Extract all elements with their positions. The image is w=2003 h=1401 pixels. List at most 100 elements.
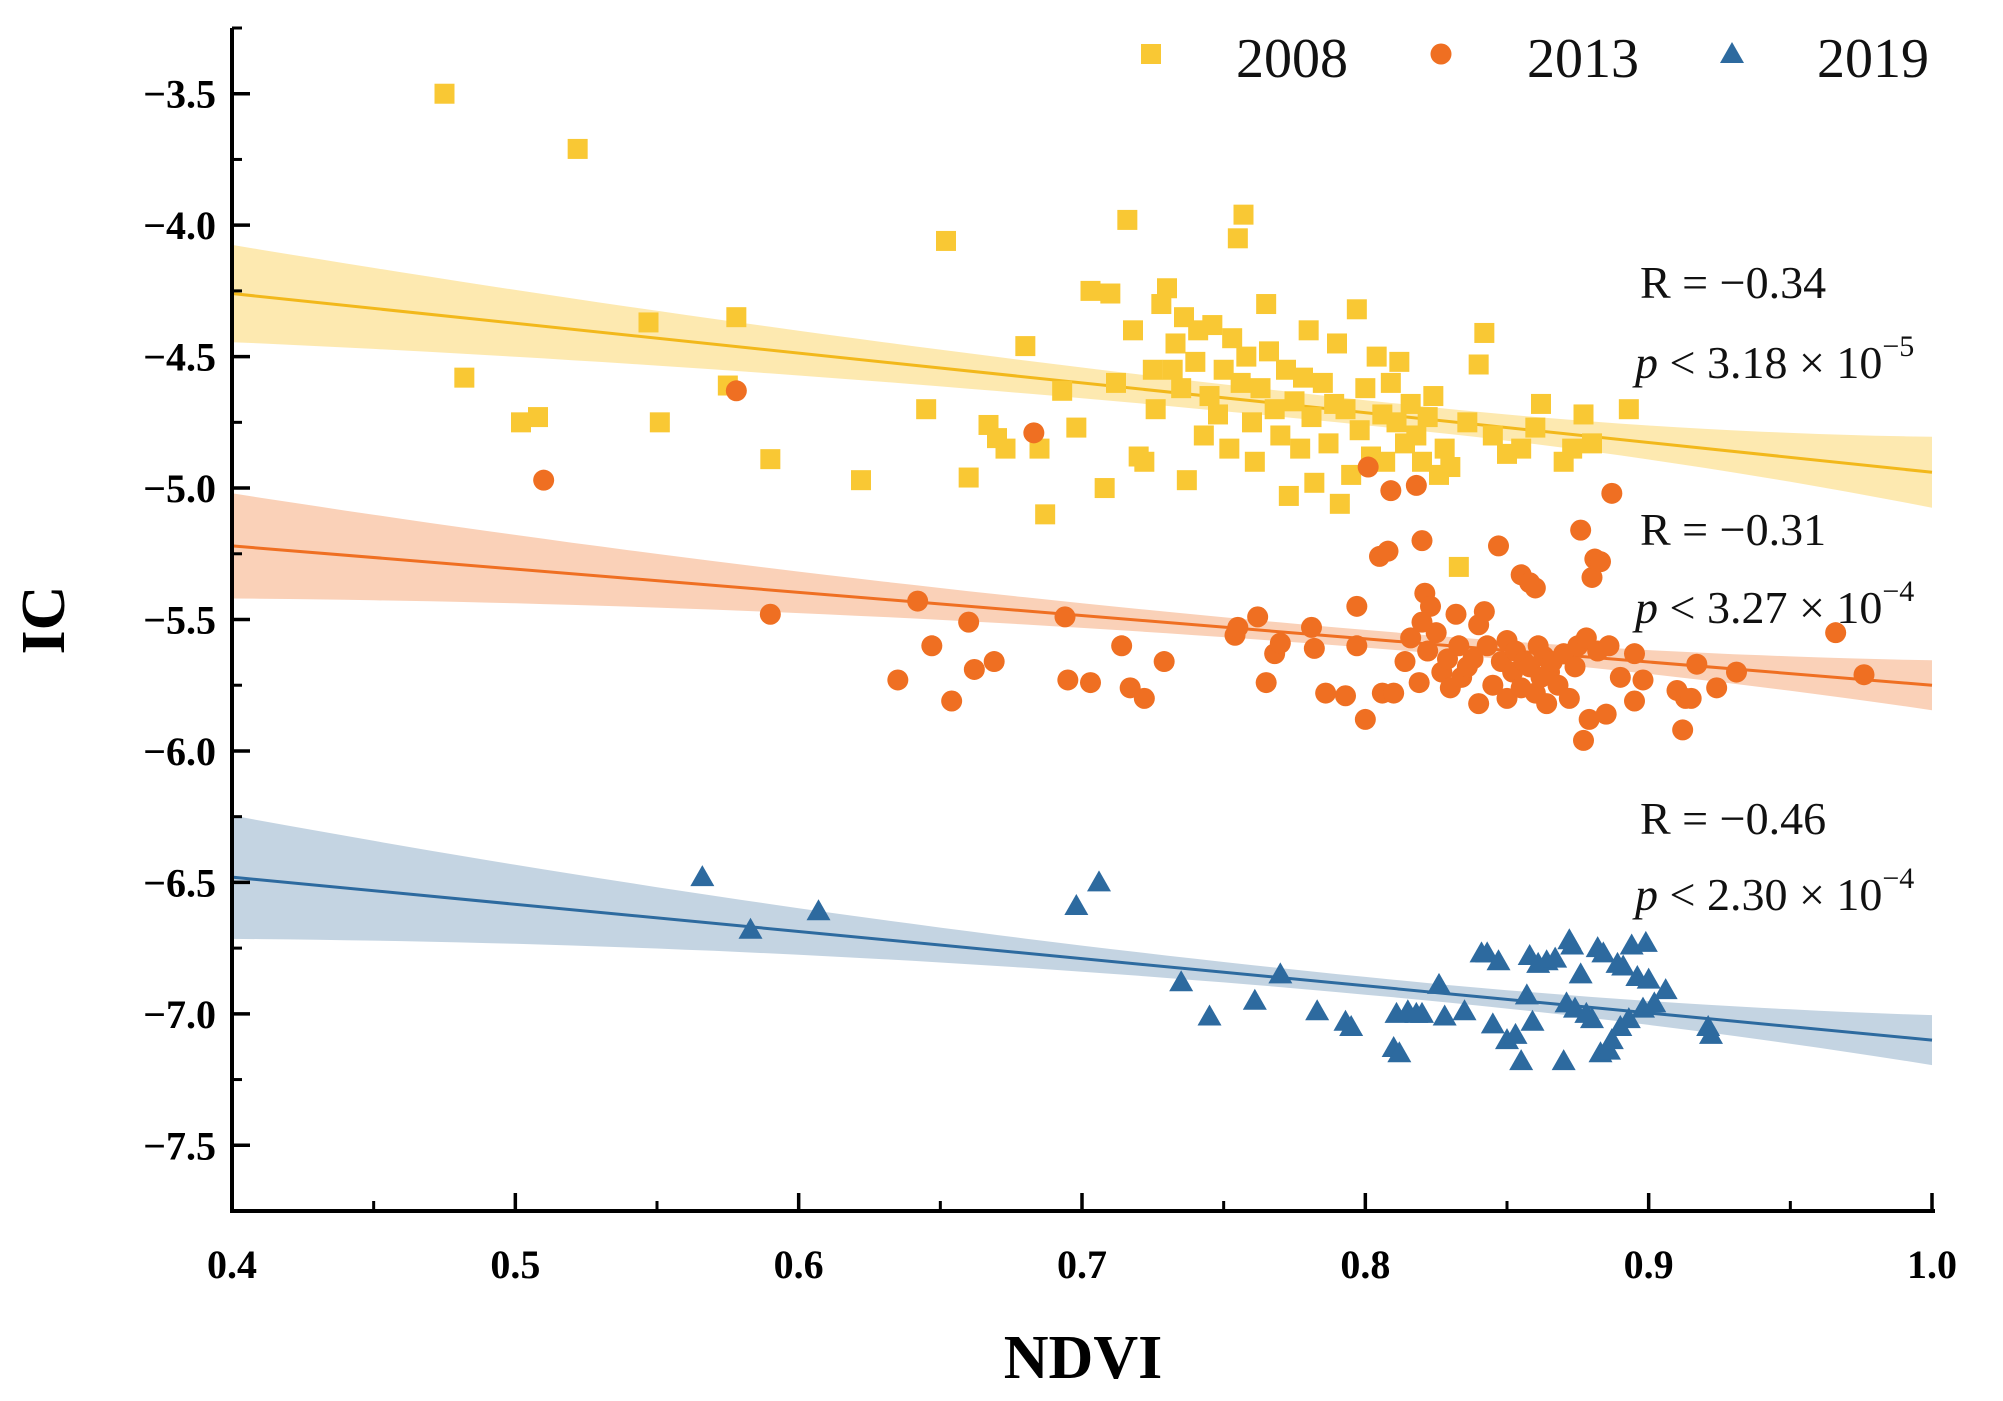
point-2013 <box>1394 651 1416 673</box>
point-2008 <box>1329 493 1350 514</box>
point-2013 <box>1133 687 1155 709</box>
point-2008 <box>1386 412 1407 433</box>
point-2013 <box>1420 595 1441 617</box>
point-2008 <box>1233 204 1254 225</box>
point-2013 <box>1425 622 1447 644</box>
point-2019 <box>1636 967 1661 989</box>
point-2008 <box>1327 333 1347 354</box>
point-2013 <box>1255 672 1277 694</box>
point-2019 <box>1591 941 1616 963</box>
point-2019 <box>1551 1049 1576 1071</box>
point-2008 <box>1213 359 1234 380</box>
confidence-band-2008 <box>232 244 1932 508</box>
point-2008 <box>1417 407 1438 428</box>
point-2013 <box>1383 682 1405 704</box>
point-2008 <box>1618 399 1639 420</box>
point-2013 <box>963 658 985 680</box>
stat-p-2013: p < 3.27 × 10−4 <box>1632 575 1914 633</box>
point-2008 <box>1185 351 1206 372</box>
point-2008 <box>528 407 548 428</box>
point-2019 <box>1560 933 1585 955</box>
x-tick-label: 0.8 <box>1340 1242 1390 1287</box>
point-2013 <box>1624 690 1645 712</box>
point-2019 <box>1169 970 1194 992</box>
regression-stats: R = −0.34 p < 3.18 × 10−5 R = −0.31 p < … <box>1632 257 1914 920</box>
point-2019 <box>1064 894 1089 916</box>
point-2008 <box>1457 412 1478 433</box>
tick-labels: 0.4 0.5 0.6 0.7 0.8 0.9 1.0 −3.5 −4.0 −4.5 −5.0 −5.… <box>143 72 1957 1287</box>
legend-label-2008: 2008 <box>1236 28 1348 90</box>
point-2019 <box>1475 941 1500 963</box>
point-2008 <box>1264 399 1285 420</box>
point-2013 <box>1726 661 1747 683</box>
point-2008 <box>1531 393 1551 414</box>
point-2008 <box>1276 359 1296 380</box>
point-2008 <box>1412 451 1432 472</box>
point-2013 <box>1377 540 1399 562</box>
legend: 2008 2013 2019 <box>1141 28 1929 90</box>
point-2019 <box>1268 962 1293 984</box>
stat-r-2013: R = −0.31 <box>1640 504 1826 555</box>
point-2008 <box>1389 351 1410 372</box>
point-2008 <box>1573 404 1594 425</box>
legend-label-2013: 2013 <box>1527 28 1639 90</box>
point-2013 <box>1448 635 1470 657</box>
y-tick-label: −7.5 <box>143 1123 216 1168</box>
point-2008 <box>1035 504 1056 525</box>
point-2013 <box>921 635 943 657</box>
point-2013 <box>759 603 781 625</box>
point-2013 <box>1578 708 1600 730</box>
point-2008 <box>1582 433 1602 454</box>
point-2008 <box>1242 412 1262 433</box>
point-2013 <box>1445 603 1467 625</box>
point-2013 <box>1354 708 1376 730</box>
point-2008 <box>1250 378 1271 399</box>
point-2013 <box>1686 653 1708 675</box>
point-2008 <box>1259 341 1279 362</box>
point-2008 <box>1423 386 1444 407</box>
point-2008 <box>1230 372 1251 393</box>
point-2013 <box>1609 666 1631 688</box>
point-2019 <box>1633 930 1658 952</box>
point-2019 <box>1242 988 1267 1010</box>
stat-r-2008: R = −0.34 <box>1640 257 1826 308</box>
point-2008 <box>1375 451 1396 472</box>
point-2019 <box>1305 999 1330 1021</box>
point-2013 <box>941 690 963 712</box>
legend-marker-2019 <box>1720 42 1744 63</box>
stat-r-2019: R = −0.46 <box>1640 793 1826 844</box>
point-2008 <box>1298 320 1319 341</box>
point-2008 <box>454 367 475 388</box>
point-2008 <box>1355 378 1376 399</box>
point-2019 <box>1339 1014 1364 1036</box>
point-2013 <box>1590 551 1611 573</box>
point-2008 <box>1080 280 1101 301</box>
point-2019 <box>1599 1028 1624 1050</box>
point-2008 <box>1349 420 1370 441</box>
x-axis-title: NDVI <box>1004 1324 1162 1392</box>
point-2008 <box>1293 367 1313 388</box>
point-2013 <box>1408 672 1430 694</box>
point-2013 <box>1581 566 1603 588</box>
point-2008 <box>1468 354 1489 375</box>
point-2013 <box>1536 693 1558 715</box>
y-tick-label: −3.5 <box>143 72 216 117</box>
fit-line-2008 <box>231 292 1933 474</box>
point-2019 <box>1486 949 1511 971</box>
point-2008 <box>1199 386 1220 407</box>
point-2013 <box>1524 577 1546 599</box>
point-2008 <box>1015 336 1036 357</box>
point-2008 <box>1434 438 1455 459</box>
y-tick-label: −5.5 <box>143 598 216 643</box>
point-2008 <box>1134 451 1155 472</box>
point-2013 <box>1573 729 1594 751</box>
point-2019 <box>1387 1041 1412 1063</box>
point-2008 <box>1482 425 1503 446</box>
point-2019 <box>1543 946 1568 968</box>
point-2013 <box>1411 530 1433 552</box>
legend-label-2019: 2019 <box>1817 28 1929 90</box>
point-2008 <box>1525 417 1546 438</box>
point-2008 <box>1304 472 1325 493</box>
point-2013 <box>1153 651 1175 673</box>
y-tick-label: −4.0 <box>143 203 216 248</box>
